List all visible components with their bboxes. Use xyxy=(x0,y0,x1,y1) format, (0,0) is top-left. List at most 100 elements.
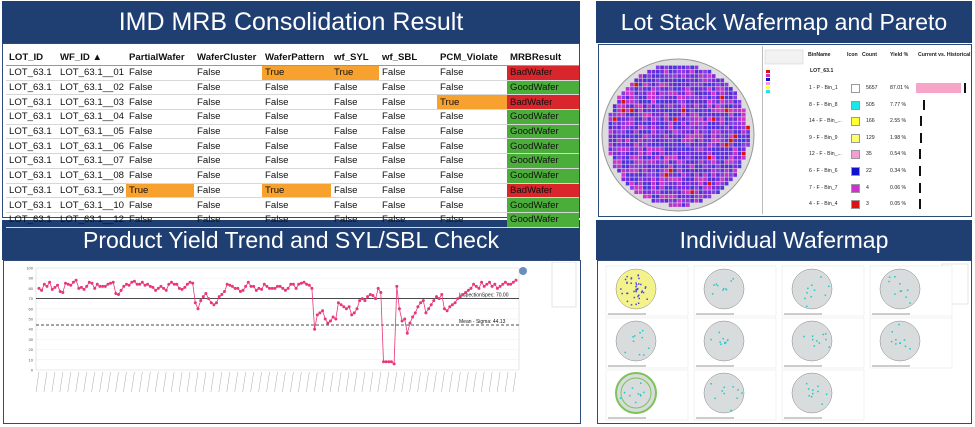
table-cell: LOT_63.1 xyxy=(6,94,57,111)
die-cell xyxy=(638,190,643,194)
pareto-row[interactable]: 7 - F - Bin_7 4 0.06 % xyxy=(808,182,968,196)
die-cell xyxy=(720,130,725,134)
column-header[interactable]: WaferCluster xyxy=(194,50,262,66)
die-cell xyxy=(668,186,673,190)
die-cell xyxy=(690,164,694,169)
table-row[interactable]: LOT_63.1 LOT_63.1__02 False False False False… xyxy=(6,80,579,96)
table-row[interactable]: LOT_63.1 LOT_63.1__10 False False False False… xyxy=(6,197,579,213)
table-row[interactable]: LOT_63.1 LOT_63.1__12 False False False False… xyxy=(6,212,579,228)
die-cell xyxy=(694,138,699,143)
die-cell xyxy=(707,87,712,91)
die-cell xyxy=(643,125,647,130)
die-cell xyxy=(703,74,707,78)
data-point xyxy=(146,282,150,286)
die-defect xyxy=(805,382,808,385)
y-tick-label: 90 xyxy=(29,276,34,281)
die-cell xyxy=(698,186,703,190)
pareto-row[interactable]: 1 - P - Bin_1 5657 87.01 % xyxy=(808,82,968,96)
die-cell xyxy=(673,186,677,190)
table-row[interactable]: LOT_63.1 LOT_63.1__01 False False True True Fa… xyxy=(6,65,579,81)
die-cell xyxy=(668,181,673,186)
column-header[interactable]: WaferPattern xyxy=(262,50,331,66)
die-cell xyxy=(625,95,630,100)
table-cell: True xyxy=(126,183,194,199)
data-point xyxy=(117,293,120,296)
column-header[interactable]: wf_SYL xyxy=(331,50,379,66)
die-cell xyxy=(647,91,651,96)
die-cell xyxy=(612,138,617,143)
die-cell xyxy=(681,194,686,199)
die-defect xyxy=(642,291,645,294)
x-tick-mark xyxy=(147,371,151,393)
table-row[interactable]: LOT_63.1 LOT_63.1__03 False False False False… xyxy=(6,94,579,111)
die-cell xyxy=(647,125,651,130)
die-cell xyxy=(729,134,733,139)
column-header[interactable]: MRBResult xyxy=(507,50,579,66)
die-cell xyxy=(612,160,617,164)
data-point xyxy=(56,283,59,287)
die-cell xyxy=(707,168,712,173)
pareto-row[interactable]: 4 - F - Bin_4 3 0.05 % xyxy=(808,198,968,212)
die-cell xyxy=(660,91,664,96)
mrb-panel-title: IMD MRB Consolidation Result xyxy=(2,1,580,43)
die-cell xyxy=(681,91,686,96)
die-cell xyxy=(630,130,634,134)
die-cell xyxy=(608,121,613,126)
table-row[interactable]: LOT_63.1 LOT_63.1__07 False False False False… xyxy=(6,153,579,169)
die-defect xyxy=(821,403,823,405)
pareto-row[interactable]: 9 - F - Bin_9 129 1.98 % xyxy=(808,132,968,146)
die-cell xyxy=(677,181,682,186)
die-cell xyxy=(647,194,651,199)
die-cell xyxy=(677,160,682,164)
die-cell xyxy=(690,194,694,199)
die-defect xyxy=(904,345,907,348)
die-cell xyxy=(625,181,630,186)
pareto-row[interactable]: 6 - F - Bin_6 22 0.34 % xyxy=(808,165,968,179)
die-cell xyxy=(625,155,630,160)
die-cell xyxy=(720,173,725,177)
die-cell xyxy=(638,87,643,91)
column-header[interactable]: PartialWafer xyxy=(126,50,194,66)
die-cell xyxy=(681,74,686,78)
table-cell: False xyxy=(379,109,437,125)
pareto-row[interactable]: 14 - F - Bin_... 166 2.55 % xyxy=(808,115,968,129)
die-cell xyxy=(686,164,690,169)
die-cell xyxy=(698,181,703,186)
table-row[interactable]: LOT_63.1 LOT_63.1__08 False False False False… xyxy=(6,168,579,184)
x-tick-mark xyxy=(59,371,64,393)
die-cell xyxy=(698,87,703,91)
column-header[interactable]: wf_SBL xyxy=(379,50,437,66)
die-cell xyxy=(668,173,673,177)
die-cell xyxy=(664,143,669,147)
die-cell xyxy=(612,112,617,117)
die-cell xyxy=(647,87,651,91)
die-cell xyxy=(617,168,621,173)
table-cell: False xyxy=(437,109,507,125)
data-point xyxy=(207,297,211,301)
die-cell xyxy=(707,177,712,182)
die-cell xyxy=(707,112,712,117)
x-tick-mark xyxy=(67,371,72,393)
table-row[interactable]: LOT_63.1 LOT_63.1__05 False False False False… xyxy=(6,124,579,140)
die-defect xyxy=(811,284,813,286)
column-header[interactable]: WF_ID ▲ xyxy=(57,50,126,66)
data-point xyxy=(238,290,242,293)
data-point xyxy=(244,284,248,288)
die-cell xyxy=(690,134,694,139)
table-row[interactable]: LOT_63.1 LOT_63.1__04 False False False False… xyxy=(6,109,579,125)
table-row[interactable]: LOT_63.1 LOT_63.1__06 False False False False… xyxy=(6,138,579,155)
table-cell: False xyxy=(262,94,331,111)
pareto-row[interactable]: 8 - F - Bin_8 505 7.77 % xyxy=(808,99,968,113)
die-cell xyxy=(729,108,733,113)
die-cell xyxy=(698,104,703,108)
pareto-row[interactable]: 12 - F - Bin_... 35 0.54 % xyxy=(808,148,968,162)
x-tick-mark xyxy=(361,371,366,393)
y-tick-label: 70 xyxy=(29,296,34,301)
table-row[interactable]: LOT_63.1 LOT_63.1__09 True False True False Fa… xyxy=(6,183,579,199)
x-tick-mark xyxy=(226,371,231,393)
column-header[interactable]: PCM_Violate xyxy=(437,50,507,66)
die-cell xyxy=(677,155,682,160)
die-cell xyxy=(625,168,630,173)
table-cell: BadWafer xyxy=(507,94,579,111)
column-header[interactable]: LOT_ID xyxy=(6,50,57,66)
